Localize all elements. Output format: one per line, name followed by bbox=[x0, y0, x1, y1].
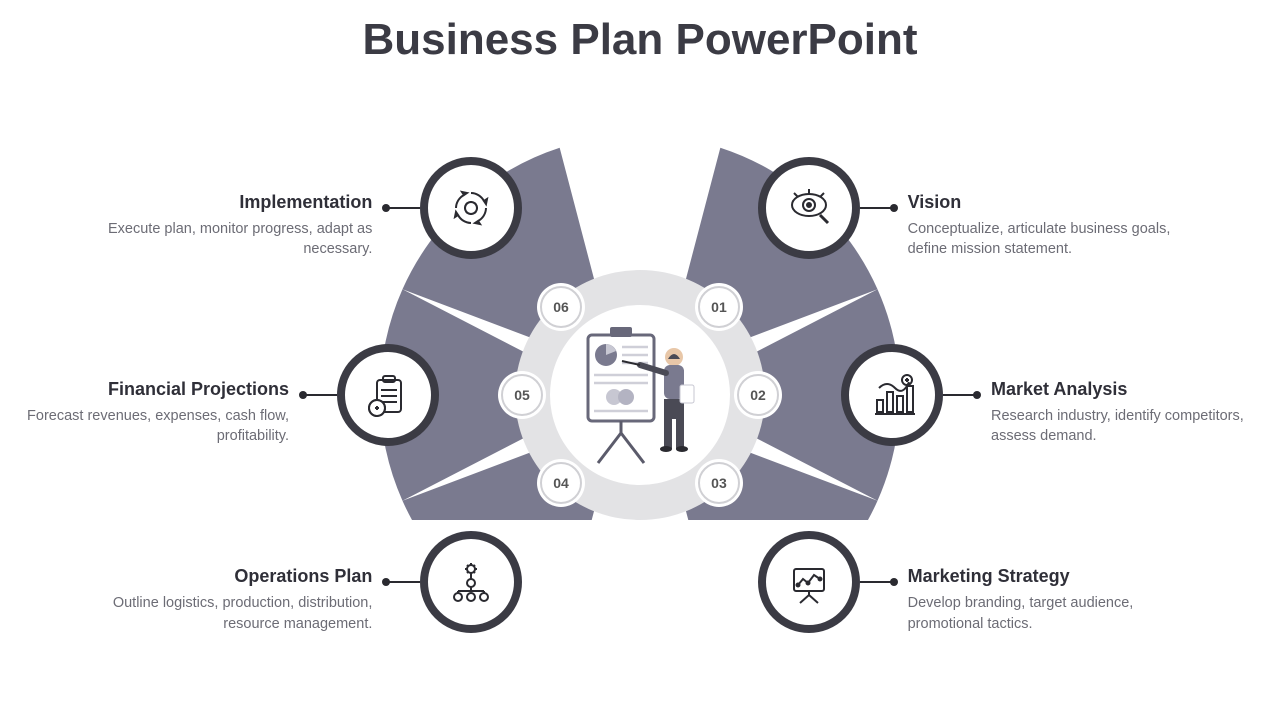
step-title-01: Vision bbox=[908, 192, 1188, 213]
step-number-04: 04 bbox=[540, 462, 582, 504]
icon-ring-01 bbox=[758, 157, 860, 259]
board-icon bbox=[786, 559, 832, 605]
step-title-02: Market Analysis bbox=[991, 379, 1271, 400]
connector-dot-01 bbox=[890, 204, 898, 212]
icon-ring-03 bbox=[758, 531, 860, 633]
connector-02 bbox=[943, 394, 977, 396]
center-illustration-icon bbox=[560, 315, 720, 475]
step-number-03: 03 bbox=[698, 462, 740, 504]
step-desc-02: Research industry, identify competitors,… bbox=[991, 406, 1271, 447]
step-title-06: Implementation bbox=[92, 192, 372, 213]
connector-06 bbox=[386, 207, 420, 209]
step-text-06: Implementation Execute plan, monitor prog… bbox=[92, 192, 372, 260]
connector-dot-04 bbox=[382, 578, 390, 586]
clip-icon bbox=[365, 372, 411, 418]
step-number-05: 05 bbox=[501, 374, 543, 416]
step-desc-06: Execute plan, monitor progress, adapt as… bbox=[92, 219, 372, 260]
icon-ring-02 bbox=[841, 344, 943, 446]
connector-dot-05 bbox=[299, 391, 307, 399]
step-number-01: 01 bbox=[698, 286, 740, 328]
step-desc-04: Outline logistics, production, distribut… bbox=[92, 593, 372, 634]
slide: Business Plan PowerPoint 0 bbox=[0, 0, 1280, 720]
step-text-03: Marketing Strategy Develop branding, targ… bbox=[908, 566, 1188, 634]
step-desc-01: Conceptualize, articulate business goals… bbox=[908, 219, 1188, 260]
step-text-05: Financial Projections Forecast revenues, … bbox=[9, 379, 289, 447]
eye-icon bbox=[786, 185, 832, 231]
step-number-02: 02 bbox=[737, 374, 779, 416]
step-text-01: Vision Conceptualize, articulate business… bbox=[908, 192, 1188, 260]
icon-ring-05 bbox=[337, 344, 439, 446]
icon-ring-06 bbox=[420, 157, 522, 259]
connector-04 bbox=[386, 581, 420, 583]
connector-01 bbox=[860, 207, 894, 209]
step-text-04: Operations Plan Outline logistics, produc… bbox=[92, 566, 372, 634]
step-title-05: Financial Projections bbox=[9, 379, 289, 400]
step-title-04: Operations Plan bbox=[92, 566, 372, 587]
connector-dot-03 bbox=[890, 578, 898, 586]
gears-icon bbox=[448, 559, 494, 605]
step-desc-03: Develop branding, target audience, promo… bbox=[908, 593, 1188, 634]
connector-dot-02 bbox=[973, 391, 981, 399]
chart-icon bbox=[869, 372, 915, 418]
step-text-02: Market Analysis Research industry, identi… bbox=[991, 379, 1271, 447]
step-title-03: Marketing Strategy bbox=[908, 566, 1188, 587]
step-desc-05: Forecast revenues, expenses, cash flow, … bbox=[9, 406, 289, 447]
connector-03 bbox=[860, 581, 894, 583]
connector-05 bbox=[303, 394, 337, 396]
icon-ring-04 bbox=[420, 531, 522, 633]
cycle-icon bbox=[448, 185, 494, 231]
